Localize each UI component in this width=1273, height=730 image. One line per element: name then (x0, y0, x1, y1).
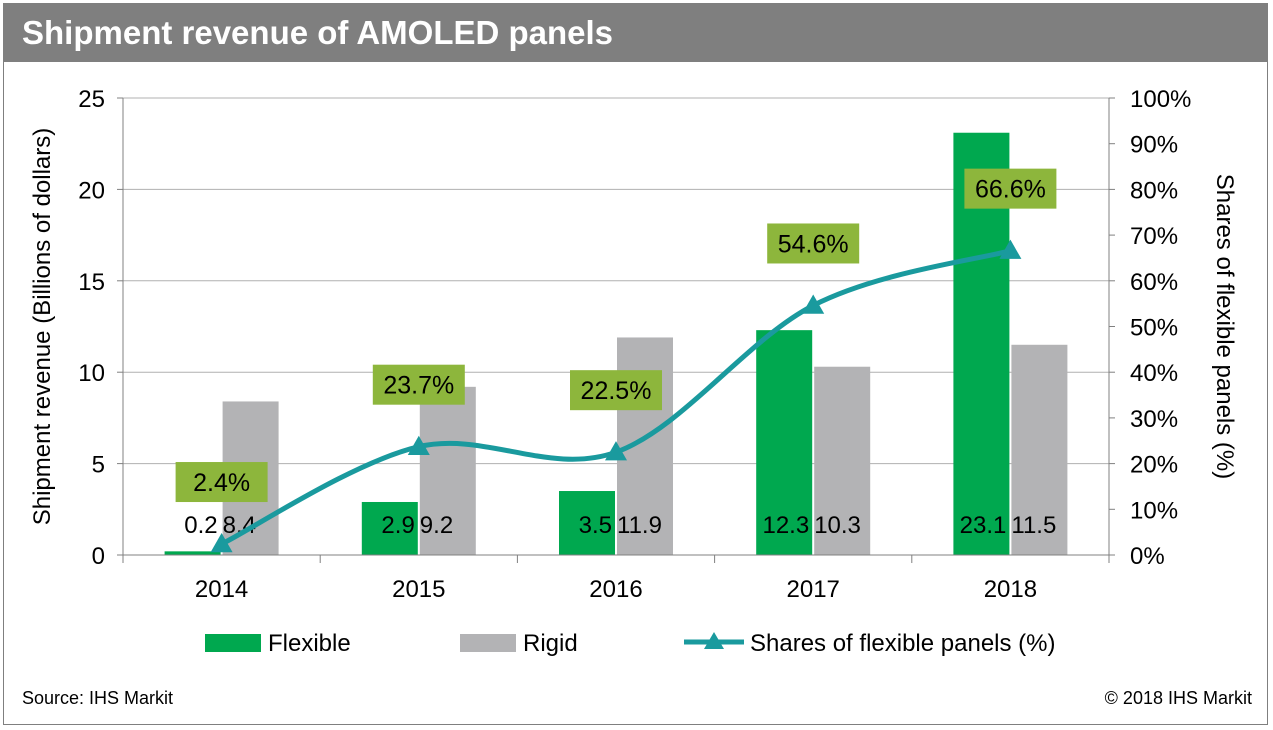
legend-label-flexible: Flexible (268, 630, 351, 657)
y2-tick-label: 90% (1130, 132, 1178, 159)
legend-swatch-flexible (205, 634, 261, 652)
shares-marker (999, 239, 1022, 259)
x-tick-label: 2014 (195, 576, 248, 603)
legend-swatch-rigid (460, 634, 516, 652)
bar-value-label-rigid: 10.3 (814, 512, 861, 539)
x-tick-label: 2017 (787, 576, 840, 603)
title-bar: Shipment revenue of AMOLED panels (4, 4, 1267, 62)
y2-tick-label: 60% (1130, 269, 1178, 296)
y2-tick-label: 40% (1130, 360, 1178, 387)
bar-value-label-flexible: 12.3 (762, 512, 809, 539)
y-tick-label: 10 (78, 360, 105, 387)
x-tick-label: 2015 (392, 576, 445, 603)
bar-value-label-rigid: 11.9 (617, 512, 662, 539)
share-label-box (372, 364, 465, 405)
bar-rigid (814, 366, 871, 555)
share-label-box (767, 223, 860, 264)
y-tick-label: 0 (92, 543, 105, 570)
bar-value-label-flexible: 0.2 (184, 512, 217, 539)
share-label-box (175, 462, 268, 503)
bar-value-label-flexible: 23.1 (960, 512, 1007, 539)
y2-tick-label: 70% (1130, 223, 1178, 250)
source-note: Source: IHS Markit (22, 688, 174, 708)
bar-flexible (756, 330, 813, 555)
chart-title: Shipment revenue of AMOLED panels (22, 14, 614, 51)
x-tick-label: 2016 (589, 576, 642, 603)
y-tick-label: 20 (78, 177, 105, 204)
share-label-box (964, 168, 1057, 209)
bar-value-label-rigid: 11.5 (1011, 512, 1056, 539)
y2-axis-title: Shares of flexible panels (%) (1211, 174, 1238, 479)
bar-flexible (559, 491, 615, 555)
y2-tick-label: 100% (1130, 86, 1191, 113)
x-tick-label: 2018 (984, 576, 1037, 603)
share-label: 2.4% (193, 469, 250, 497)
legend-label-shares: Shares of flexible panels (%) (750, 630, 1055, 657)
y2-tick-label: 20% (1130, 452, 1178, 479)
bar-rigid (1011, 344, 1068, 555)
legend-label-rigid: Rigid (523, 630, 578, 657)
y-tick-label: 15 (78, 269, 105, 296)
y2-tick-label: 10% (1130, 497, 1178, 524)
legend-marker-shares (704, 632, 724, 649)
shares-marker (605, 441, 627, 461)
bar-flexible (164, 551, 221, 555)
y-tick-label: 5 (92, 452, 105, 479)
shares-marker (802, 294, 825, 314)
y2-tick-label: 0% (1130, 543, 1165, 570)
y2-tick-label: 80% (1130, 177, 1178, 204)
copyright-note: © 2018 IHS Markit (1104, 688, 1252, 708)
y2-tick-label: 50% (1130, 315, 1178, 342)
bar-value-label-flexible: 2.9 (381, 512, 414, 539)
bar-value-label-rigid: 9.2 (420, 512, 453, 539)
share-label-box (570, 370, 662, 411)
share-label: 54.6% (778, 230, 849, 258)
share-label: 66.6% (975, 176, 1046, 204)
shares-marker (210, 533, 233, 553)
share-label: 23.7% (383, 372, 454, 400)
bar-rigid (419, 386, 476, 555)
bar-flexible (361, 501, 418, 555)
share-label: 22.5% (581, 377, 652, 405)
y-tick-label: 25 (78, 86, 105, 113)
y2-tick-label: 30% (1130, 406, 1178, 433)
y-axis-title: Shipment revenue (Billions of dollars) (29, 128, 56, 526)
shares-marker (407, 435, 430, 455)
bar-value-label-flexible: 3.5 (579, 512, 612, 539)
